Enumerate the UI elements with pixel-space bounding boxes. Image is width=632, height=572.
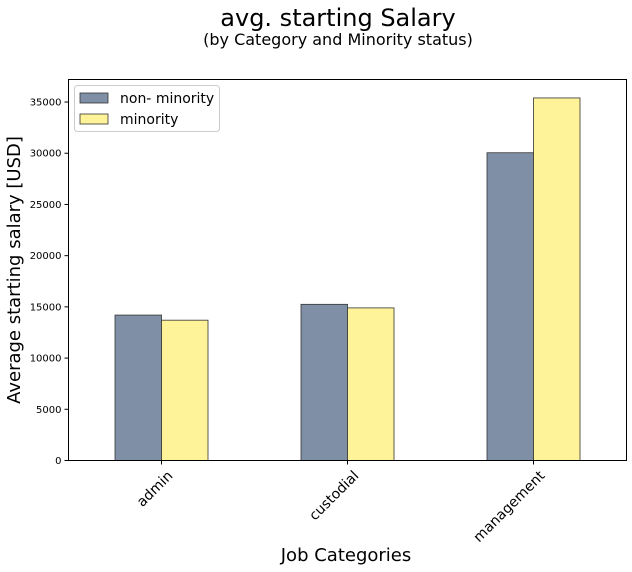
y-tick-label: 30000 [30, 149, 62, 160]
legend-swatch [79, 92, 109, 104]
bar-non-minority-custodial [300, 303, 348, 461]
bar-non-minority-admin [114, 314, 162, 461]
y-tick-label: 0 [55, 456, 61, 467]
legend-box [74, 85, 220, 132]
legend-swatch [79, 113, 109, 125]
y-axis-label: Average starting salary [USD] [4, 136, 25, 404]
bars-group [114, 97, 581, 461]
bar-minority-management [533, 97, 581, 461]
y-tick-label: 10000 [30, 354, 62, 365]
y-tick-label: 35000 [30, 98, 62, 109]
y-tick-label: 15000 [30, 302, 62, 313]
x-axis-label: Job Categories [280, 545, 412, 566]
bar-minority-custodial [347, 307, 395, 461]
bar-non-minority-management [486, 152, 534, 461]
chart-subtitle: (by Category and Minority status) [203, 30, 473, 49]
bar-minority-admin [161, 319, 209, 461]
y-tick-label: 25000 [30, 200, 62, 211]
x-axis-ticks: admin custodial management [134, 460, 549, 546]
legend: non- minority minority [74, 85, 220, 132]
legend-label: minority [120, 112, 178, 128]
x-tick-label: admin [134, 468, 176, 510]
legend-label: non- minority [120, 91, 214, 107]
y-axis-ticks: 0 5000 10000 15000 20000 25000 30000 35000 [30, 98, 69, 467]
x-tick-label: custodial [306, 468, 362, 524]
y-tick-label: 20000 [30, 251, 62, 262]
y-tick-label: 5000 [36, 405, 61, 416]
chart-title: avg. starting Salary [220, 4, 455, 32]
x-tick-label: management [471, 468, 549, 546]
